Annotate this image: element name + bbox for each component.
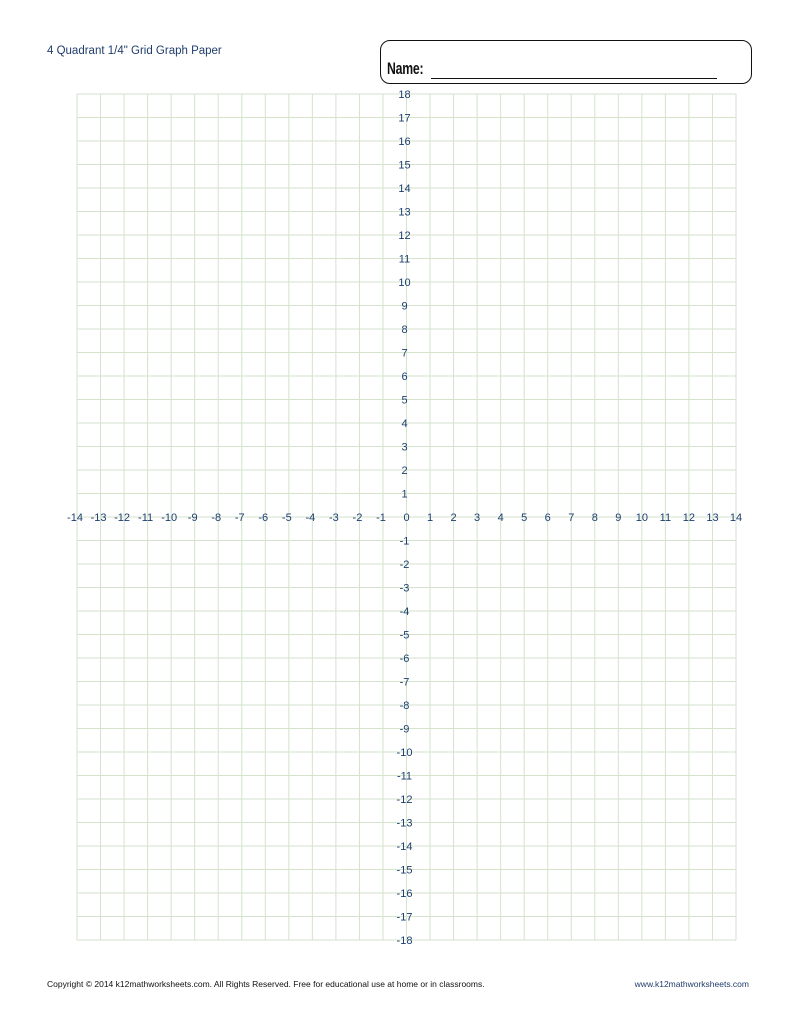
x-tick-label: -4 [305, 512, 315, 524]
y-tick-label: -17 [397, 912, 413, 924]
y-tick-label: 11 [399, 254, 410, 266]
x-tick-label: 11 [660, 512, 671, 524]
y-tick-label: -7 [400, 677, 410, 689]
x-tick-label: -14 [67, 512, 83, 524]
y-tick-label: 1 [401, 489, 407, 501]
x-tick-label: -1 [376, 512, 386, 524]
y-tick-label: 10 [398, 277, 410, 289]
y-tick-label: -4 [400, 606, 410, 618]
x-tick-label: -6 [258, 512, 268, 524]
y-tick-label: -18 [397, 935, 413, 947]
x-tick-label: -12 [114, 512, 130, 524]
y-tick-label: -1 [400, 536, 410, 548]
y-tick-label: 4 [401, 418, 407, 430]
x-tick-label: 7 [568, 512, 574, 524]
y-tick-label: -15 [397, 865, 413, 877]
y-tick-label: -6 [400, 653, 410, 665]
copyright-text: Copyright © 2014 k12mathworksheets.com. … [47, 979, 485, 989]
x-tick-label: -11 [138, 512, 153, 524]
x-tick-label: 0 [403, 512, 409, 524]
y-tick-label: 2 [401, 465, 407, 477]
y-tick-label: 12 [398, 230, 410, 242]
y-tick-label: 18 [398, 89, 410, 101]
y-tick-label: -5 [400, 630, 410, 642]
x-tick-label: -7 [235, 512, 245, 524]
y-tick-label: 9 [401, 301, 407, 313]
y-tick-label: -16 [397, 888, 413, 900]
y-tick-label: 17 [398, 113, 410, 125]
y-tick-label: 3 [401, 442, 407, 454]
x-tick-label: -13 [91, 512, 107, 524]
x-tick-label: 3 [474, 512, 480, 524]
y-tick-label: -11 [397, 771, 412, 783]
name-label: Name: [387, 59, 424, 78]
x-tick-label: 8 [592, 512, 598, 524]
y-tick-label: 7 [401, 348, 407, 360]
x-tick-label: -10 [161, 512, 177, 524]
x-tick-label: 14 [730, 512, 742, 524]
worksheet-title: 4 Quadrant 1/4" Grid Graph Paper [47, 45, 222, 57]
y-tick-label: 16 [398, 136, 410, 148]
x-tick-label: 1 [427, 512, 433, 524]
y-tick-label: -14 [397, 841, 413, 853]
y-tick-label: 14 [398, 183, 410, 195]
x-tick-label: 4 [498, 512, 504, 524]
x-tick-label: 13 [706, 512, 718, 524]
y-tick-label: -9 [400, 724, 410, 736]
y-tick-label: -3 [400, 583, 410, 595]
y-tick-label: -2 [400, 559, 410, 571]
x-tick-label: 5 [521, 512, 527, 524]
website-link[interactable]: www.k12mathworksheets.com [634, 979, 749, 989]
name-input-line[interactable] [431, 78, 717, 79]
y-tick-label: 6 [401, 371, 407, 383]
y-tick-label: -8 [400, 700, 410, 712]
x-tick-label: 12 [683, 512, 695, 524]
y-tick-label: 5 [401, 395, 407, 407]
x-tick-label: -3 [329, 512, 339, 524]
y-tick-label: -10 [397, 747, 413, 759]
y-tick-label: 13 [398, 207, 410, 219]
y-tick-label: 8 [401, 324, 407, 336]
y-tick-label: 15 [398, 160, 410, 172]
x-tick-label: 9 [615, 512, 621, 524]
x-tick-label: -8 [211, 512, 221, 524]
name-box: Name: [380, 40, 752, 84]
x-tick-label: -5 [282, 512, 292, 524]
x-tick-label: -2 [353, 512, 363, 524]
x-tick-label: -9 [188, 512, 198, 524]
x-tick-label: 10 [636, 512, 648, 524]
x-tick-label: 2 [451, 512, 457, 524]
x-tick-label: 6 [545, 512, 551, 524]
y-tick-label: -12 [397, 794, 413, 806]
y-tick-label: -13 [397, 818, 413, 830]
